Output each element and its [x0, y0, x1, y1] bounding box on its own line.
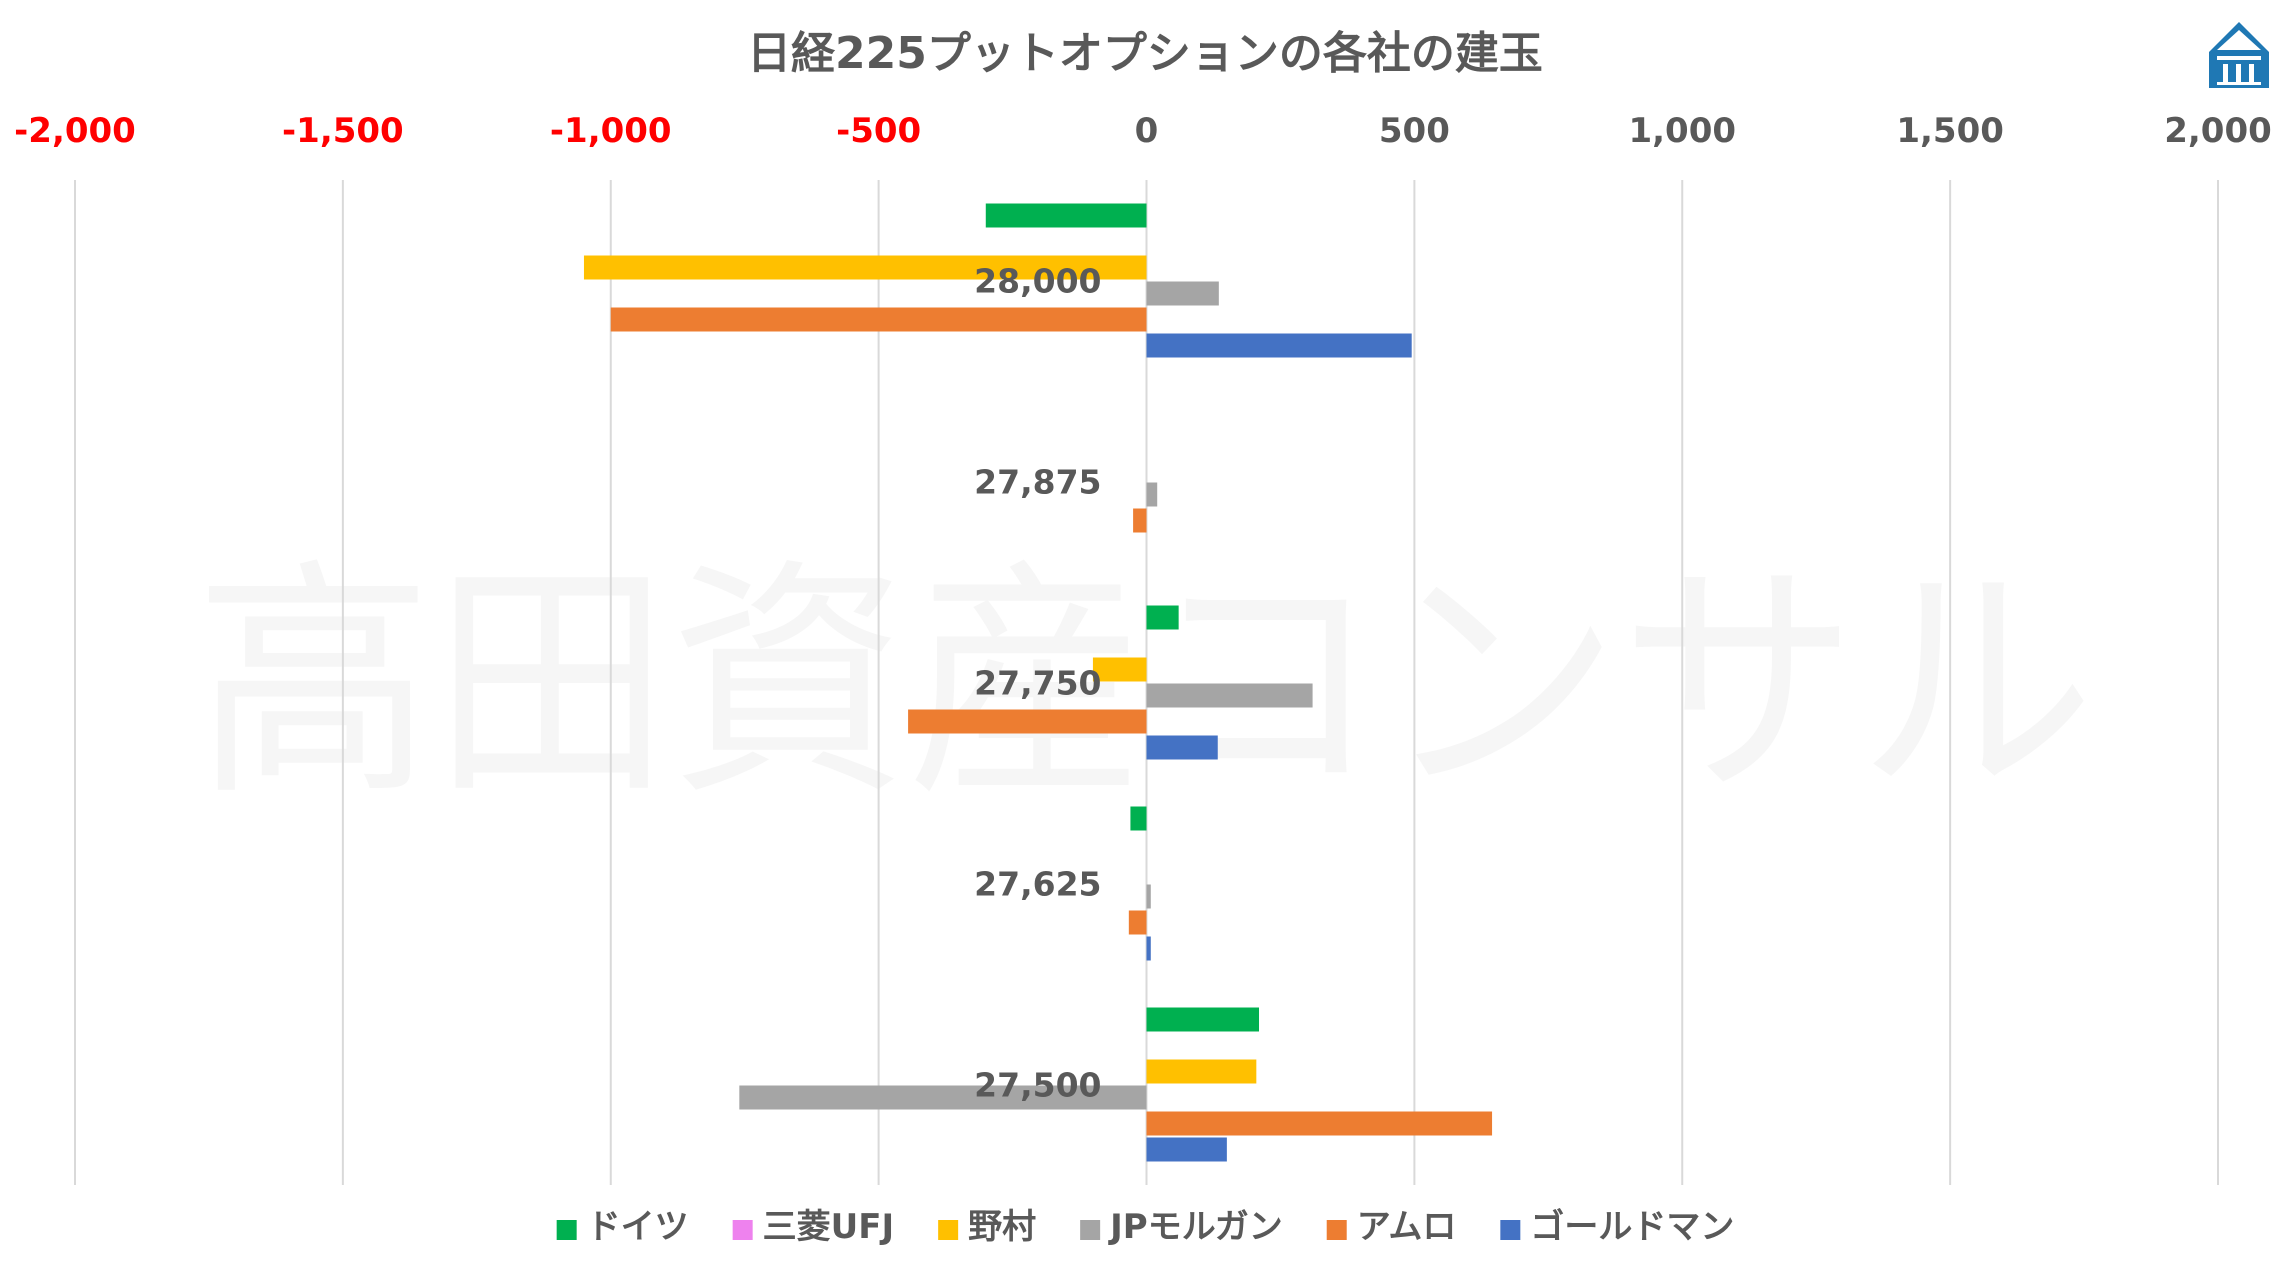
- bar: [1146, 1137, 1227, 1162]
- bar: [1128, 910, 1147, 935]
- bar: [908, 709, 1147, 734]
- legend-swatch: [938, 1220, 959, 1240]
- legend-label: ゴールドマン: [1530, 1207, 1734, 1247]
- legend-swatch: [1080, 1220, 1101, 1240]
- bar: [1146, 605, 1179, 630]
- x-tick-label: 0: [1135, 111, 1159, 151]
- bar: [1146, 482, 1158, 507]
- x-axis-ticks: -2,000 -1,500 -1,000 -500 0 500 1,000 1,500 2,00…: [14, 111, 2272, 151]
- bar: [985, 203, 1147, 228]
- bar: [583, 255, 1147, 280]
- legend-item: アムロ: [1326, 1207, 1457, 1247]
- watermark-text: 高田資産コンサル: [195, 538, 2095, 829]
- legend-item: 三菱UFJ: [732, 1207, 894, 1247]
- bar: [1146, 1007, 1260, 1032]
- bar: [610, 307, 1147, 332]
- x-tick-label: 1,000: [1628, 111, 1736, 151]
- legend-item: ゴールドマン: [1500, 1207, 1734, 1247]
- bar: [1130, 806, 1147, 831]
- legend-swatch: [556, 1220, 577, 1240]
- category-label: 27,875: [974, 463, 1101, 502]
- x-tick-label: -1,500: [282, 111, 404, 151]
- legend-item: JPモルガン: [1080, 1207, 1283, 1247]
- x-tick-label: -500: [836, 111, 921, 151]
- legend-swatch: [1326, 1220, 1347, 1240]
- legend-label: 野村: [968, 1207, 1036, 1247]
- category-label: 27,625: [974, 865, 1101, 904]
- legend: ドイツ 三菱UFJ 野村 JPモルガン アムロ ゴールドマン: [556, 1207, 1734, 1247]
- legend-label: アムロ: [1357, 1207, 1457, 1247]
- bar: [1146, 884, 1151, 909]
- bar: [1146, 1059, 1257, 1084]
- gridlines: [74, 180, 2219, 1185]
- bar: [1146, 281, 1219, 306]
- category-label: 27,750: [974, 664, 1101, 703]
- bar: [1146, 1111, 1493, 1136]
- x-tick-label: 1,500: [1896, 111, 2004, 151]
- building-logo-icon: [2209, 22, 2269, 88]
- category-label: 28,000: [974, 262, 1101, 301]
- bar: [1146, 936, 1151, 961]
- legend-item: 野村: [938, 1207, 1036, 1247]
- chart-title: 日経225プットオプションの各社の建玉: [747, 28, 1543, 79]
- legend-label: JPモルガン: [1108, 1207, 1283, 1247]
- legend-label: 三菱UFJ: [763, 1207, 894, 1247]
- x-tick-label: 2,000: [2164, 111, 2272, 151]
- legend-label: ドイツ: [587, 1207, 689, 1247]
- legend-item: ドイツ: [556, 1207, 689, 1247]
- bars: [583, 203, 1493, 1162]
- x-tick-label: -2,000: [14, 111, 136, 151]
- category-label: 27,500: [974, 1066, 1101, 1105]
- bar: [1146, 683, 1313, 708]
- bar: [739, 1085, 1147, 1110]
- x-tick-label: -1,000: [550, 111, 672, 151]
- x-tick-label: 500: [1379, 111, 1450, 151]
- bar: [1092, 657, 1147, 682]
- legend-swatch: [732, 1220, 753, 1240]
- legend-swatch: [1500, 1220, 1521, 1240]
- category-labels: 28,000 27,875 27,750 27,625 27,500: [974, 262, 1101, 1105]
- bar: [1146, 333, 1412, 358]
- bar: [1146, 735, 1218, 760]
- bar: [1133, 508, 1147, 533]
